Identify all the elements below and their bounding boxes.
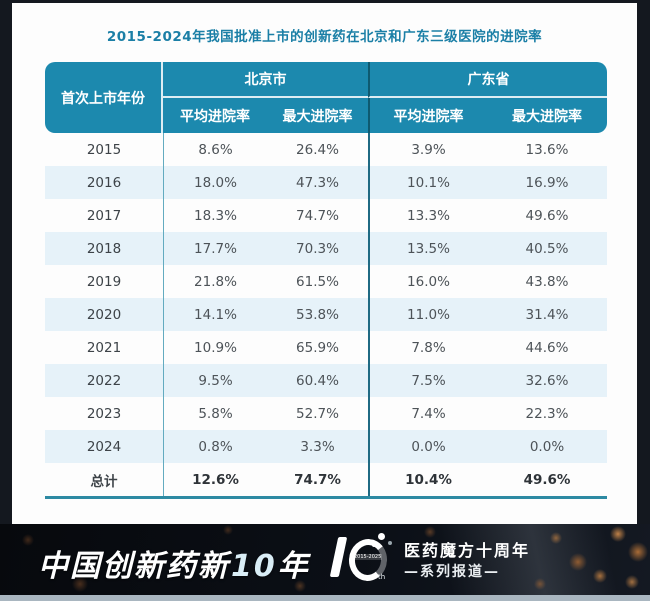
header-beijing-avg: 平均进院率 bbox=[180, 108, 250, 125]
table-row: 2019 21.8% 61.5% 16.0% 43.8% bbox=[45, 265, 607, 298]
campaign-slogan: 中国创新药新10年 bbox=[38, 541, 310, 585]
year-cell: 2019 bbox=[86, 273, 122, 290]
gd-max-cell: 31.4% bbox=[525, 306, 569, 323]
gd-avg-cell: 11.0% bbox=[368, 298, 487, 331]
gd-max-cell: 0.0% bbox=[529, 438, 565, 455]
admission-rate-table: 首次上市年份 北京市 广东省 平均进院率 最大进院率 平均进院率 最大进院率 2… bbox=[45, 62, 607, 499]
brand-text: 医药魔方十周年 —系列报道— bbox=[404, 539, 530, 582]
table-row: 2016 18.0% 47.3% 10.1% 16.9% bbox=[45, 166, 607, 199]
logo-th-label: th bbox=[378, 573, 386, 581]
gd-avg-cell: 0.0% bbox=[368, 430, 487, 463]
tenth-anniversary-logo-icon: 2015-2025 th bbox=[329, 533, 394, 587]
year-cell: 2020 bbox=[86, 306, 122, 323]
bj-avg-cell: 21.8% bbox=[163, 265, 267, 298]
total-gd-avg: 10.4% bbox=[368, 463, 487, 496]
table-row: 2021 10.9% 65.9% 7.8% 44.6% bbox=[45, 331, 607, 364]
molecule-icon bbox=[388, 541, 392, 545]
table-header: 首次上市年份 北京市 广东省 平均进院率 最大进院率 平均进院率 最大进院率 bbox=[45, 62, 607, 133]
year-cell: 2023 bbox=[86, 405, 122, 422]
logo-digit-one bbox=[329, 537, 348, 577]
table-row: 2024 0.8% 3.3% 0.0% 0.0% bbox=[45, 430, 607, 463]
year-cell: 2016 bbox=[86, 174, 122, 191]
gd-max-cell: 16.9% bbox=[525, 174, 569, 191]
year-cell: 2024 bbox=[86, 438, 122, 455]
slogan-suffix: 年 bbox=[277, 549, 310, 584]
bottom-edge-strip bbox=[0, 595, 650, 601]
bj-avg-cell: 14.1% bbox=[163, 298, 267, 331]
bj-max-cell: 53.8% bbox=[296, 306, 339, 323]
header-group-guangdong: 广东省 bbox=[368, 62, 607, 98]
gd-max-cell: 43.8% bbox=[525, 273, 569, 290]
gd-avg-cell: 7.5% bbox=[368, 364, 487, 397]
footer-banner: 中国创新药新10年 2015-2025 th 医药魔方十周年 —系列报道— bbox=[0, 524, 650, 595]
bj-avg-cell: 8.6% bbox=[163, 133, 267, 166]
bj-avg-cell: 9.5% bbox=[163, 364, 267, 397]
table-body: 2015 8.6% 26.4% 3.9% 13.6% 2016 18.0% 47… bbox=[45, 133, 607, 499]
table-row: 2022 9.5% 60.4% 7.5% 32.6% bbox=[45, 364, 607, 397]
header-guangdong-avg: 平均进院率 bbox=[368, 98, 487, 133]
year-cell: 2021 bbox=[86, 339, 122, 356]
logo-years-label: 2015-2025 bbox=[353, 554, 383, 560]
table-row: 2015 8.6% 26.4% 3.9% 13.6% bbox=[45, 133, 607, 166]
bj-max-cell: 47.3% bbox=[296, 174, 339, 191]
gd-max-cell: 32.6% bbox=[525, 372, 569, 389]
slogan-number: 10 bbox=[231, 549, 277, 584]
total-bj-max: 74.7% bbox=[294, 471, 341, 488]
table-row: 2017 18.3% 74.7% 13.3% 49.6% bbox=[45, 199, 607, 232]
table-row: 2023 5.8% 52.7% 7.4% 22.3% bbox=[45, 397, 607, 430]
brand-line1: 医药魔方十周年 bbox=[404, 541, 531, 560]
bj-avg-cell: 5.8% bbox=[163, 397, 267, 430]
gd-avg-cell: 3.9% bbox=[368, 133, 487, 166]
header-guangdong-max: 最大进院率 bbox=[512, 108, 582, 125]
total-gd-max: 49.6% bbox=[523, 471, 571, 488]
gd-avg-cell: 13.5% bbox=[368, 232, 487, 265]
gd-avg-cell: 7.8% bbox=[368, 331, 487, 364]
year-cell: 2015 bbox=[86, 141, 122, 158]
total-bj-avg: 12.6% bbox=[163, 463, 267, 496]
bj-avg-cell: 18.3% bbox=[163, 199, 267, 232]
bj-max-cell: 52.7% bbox=[296, 405, 339, 422]
molecule-icon bbox=[372, 543, 376, 547]
bj-max-cell: 60.4% bbox=[296, 372, 339, 389]
header-year: 首次上市年份 bbox=[45, 62, 163, 133]
bj-max-cell: 65.9% bbox=[296, 339, 339, 356]
bj-avg-cell: 17.7% bbox=[163, 232, 267, 265]
header-beijing-max: 最大进院率 bbox=[282, 108, 353, 125]
bj-avg-cell: 18.0% bbox=[163, 166, 267, 199]
molecule-icon bbox=[378, 533, 385, 540]
bj-max-cell: 74.7% bbox=[296, 207, 339, 224]
year-cell: 2022 bbox=[86, 372, 122, 389]
gd-avg-cell: 16.0% bbox=[368, 265, 487, 298]
table-row: 2020 14.1% 53.8% 11.0% 31.4% bbox=[45, 298, 607, 331]
bj-max-cell: 61.5% bbox=[296, 273, 339, 290]
gd-avg-cell: 13.3% bbox=[368, 199, 487, 232]
brand-line2: —系列报道— bbox=[404, 564, 500, 581]
year-cell: 2017 bbox=[86, 207, 122, 224]
gd-max-cell: 49.6% bbox=[525, 207, 569, 224]
table-row: 2018 17.7% 70.3% 13.5% 40.5% bbox=[45, 232, 607, 265]
gd-max-cell: 13.6% bbox=[525, 141, 569, 158]
gd-max-cell: 22.3% bbox=[525, 405, 569, 422]
header-group-beijing: 北京市 bbox=[163, 62, 368, 98]
table-card: 2015-2024年我国批准上市的创新药在北京和广东三级医院的进院率 首次上市年… bbox=[12, 3, 637, 524]
bj-max-cell: 70.3% bbox=[296, 240, 339, 257]
bj-max-cell: 3.3% bbox=[300, 438, 335, 455]
gd-avg-cell: 10.1% bbox=[368, 166, 487, 199]
bj-max-cell: 26.4% bbox=[296, 141, 339, 158]
year-cell: 2018 bbox=[86, 240, 122, 257]
gd-max-cell: 44.6% bbox=[525, 339, 569, 356]
bj-avg-cell: 10.9% bbox=[163, 331, 267, 364]
total-label: 总计 bbox=[90, 473, 118, 490]
chart-title: 2015-2024年我国批准上市的创新药在北京和广东三级医院的进院率 bbox=[106, 29, 543, 45]
gd-avg-cell: 7.4% bbox=[368, 397, 487, 430]
bj-avg-cell: 0.8% bbox=[163, 430, 267, 463]
slogan-prefix: 中国创新药新 bbox=[38, 549, 230, 584]
table-total-row: 总计 12.6% 74.7% 10.4% 49.6% bbox=[45, 463, 607, 496]
gd-max-cell: 40.5% bbox=[525, 240, 569, 257]
